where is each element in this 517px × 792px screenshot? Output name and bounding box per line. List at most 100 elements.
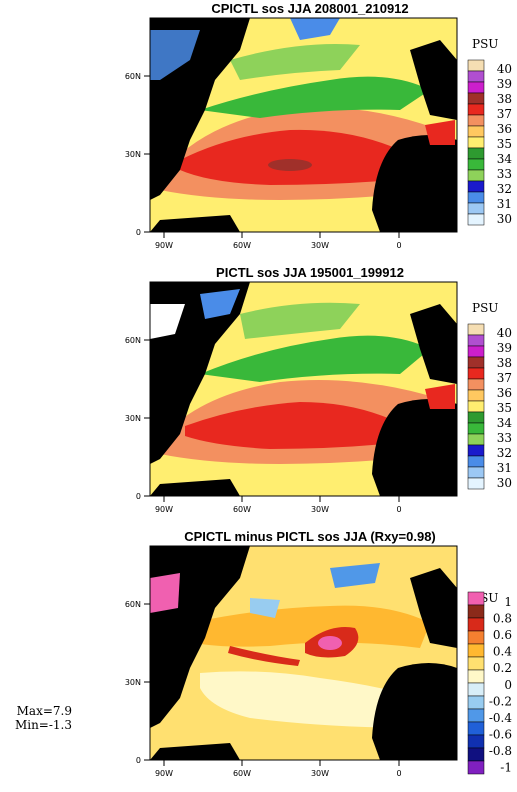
tick-label: 60N — [125, 72, 141, 81]
tick-label: 60W — [233, 769, 251, 778]
colorbar-swatch — [467, 356, 485, 369]
colorbar-label: 32 — [497, 446, 512, 460]
colorbar-swatch — [467, 466, 485, 479]
colorbar: PSU 10.80.60.40.20-0.2-0.4-0.6-0.8-1 — [467, 591, 513, 775]
colorbar-swatch — [467, 477, 485, 490]
map-frame — [149, 281, 458, 497]
colorbar-swatch — [467, 169, 485, 182]
colorbar-label: 34 — [497, 152, 513, 166]
x-axis-ticks: 90W 60W 30W 0 — [155, 232, 402, 250]
tick-label: 30N — [125, 150, 141, 159]
colorbar-swatch — [467, 158, 485, 171]
difference-map: 60N 30N 0 90W 60W 30W 0 PSU 10.80.60.40.… — [125, 545, 513, 778]
colorbar-label: -1 — [500, 761, 512, 775]
colorbar-swatch — [467, 345, 485, 358]
colorbar-swatch — [467, 708, 485, 723]
colorbar-swatch — [467, 760, 485, 775]
tick-label: 30W — [311, 241, 329, 250]
colorbar-label: 0.4 — [493, 645, 512, 659]
colorbar-label: 37 — [497, 107, 512, 121]
panel-title: CPICTL sos JJA 208001_210912 — [211, 1, 409, 16]
tick-label: 60W — [233, 241, 251, 250]
colorbar-swatch — [467, 721, 485, 736]
tick-label: 0 — [136, 228, 141, 237]
colorbar-label: 39 — [497, 77, 512, 91]
y-axis-ticks: 60N 30N 0 — [125, 600, 150, 765]
panel-difference: CPICTL minus PICTL sos JJA (Rxy=0.98) 60… — [0, 528, 517, 792]
colorbar-swatch — [467, 411, 485, 424]
colorbar-label: 0.8 — [493, 612, 512, 626]
colorbar-swatch — [467, 656, 485, 671]
colorbar-unit: PSU — [472, 301, 498, 315]
tick-label: 90W — [155, 505, 173, 514]
colorbar-swatch — [467, 400, 485, 413]
tick-label: 0 — [396, 241, 401, 250]
colorbar-label: 36 — [497, 386, 512, 400]
colorbar-swatch — [467, 747, 485, 762]
max-label: Max=7.9 — [16, 704, 72, 718]
colorbar-label: 1 — [504, 595, 512, 609]
colorbar-label: 30 — [497, 212, 512, 226]
x-axis-ticks: 90W 60W 30W 0 — [155, 496, 402, 514]
colorbar-swatch — [467, 695, 485, 710]
colorbar-label: 33 — [497, 167, 512, 181]
tick-label: 0 — [136, 756, 141, 765]
colorbar-swatch — [467, 103, 485, 116]
colorbar-label: 0.2 — [493, 661, 512, 675]
colorbar-label: 40 — [497, 326, 512, 340]
colorbar-swatch — [467, 70, 485, 83]
tick-label: 90W — [155, 241, 173, 250]
colorbar-swatch — [467, 630, 485, 645]
tick-label: 60N — [125, 336, 141, 345]
colorbar-swatch — [467, 59, 485, 72]
colorbar-swatch — [467, 682, 485, 697]
map-frame — [149, 545, 458, 761]
colorbar-label: 0 — [504, 678, 512, 692]
colorbar-swatch — [467, 92, 485, 105]
colorbar-label: 38 — [497, 92, 512, 106]
panel-title: PICTL sos JJA 195001_199912 — [216, 265, 404, 280]
colorbar-label: 32 — [497, 182, 512, 196]
colorbar-label: -0.4 — [489, 711, 513, 725]
colorbar-swatch — [467, 180, 485, 193]
colorbar-label: 31 — [497, 461, 512, 475]
colorbar-label: 38 — [497, 356, 512, 370]
colorbar-label: 39 — [497, 341, 512, 355]
tick-label: 90W — [155, 769, 173, 778]
colorbar-swatch — [467, 81, 485, 94]
map-frame — [149, 17, 458, 233]
salinity-map: 60N 30N 0 90W 60W 30W 0 PSU 403938373635… — [125, 281, 513, 514]
colorbar-label: 40 — [497, 62, 512, 76]
stats-box: Max=7.9 Min=-1.3 — [4, 704, 72, 732]
colorbar-label: 34 — [497, 416, 513, 430]
colorbar-label: 35 — [497, 137, 512, 151]
colorbar-label: -0.2 — [489, 694, 512, 708]
colorbar-swatch — [467, 125, 485, 138]
colorbar-label: 31 — [497, 197, 512, 211]
tick-label: 30W — [311, 505, 329, 514]
colorbar-swatch — [467, 669, 485, 684]
colorbar-label: 30 — [497, 476, 512, 490]
tick-label: 30N — [125, 678, 141, 687]
colorbar-label: 35 — [497, 401, 512, 415]
tick-label: 0 — [396, 769, 401, 778]
colorbar-swatch — [467, 433, 485, 446]
colorbar-swatch — [467, 334, 485, 347]
colorbar-swatch — [467, 191, 485, 204]
colorbar-swatch — [467, 378, 485, 391]
colorbar-swatch — [467, 422, 485, 435]
y-axis-ticks: 60N 30N 0 — [125, 72, 150, 237]
colorbar-swatch — [467, 147, 485, 160]
colorbar-swatch — [467, 734, 485, 749]
tick-label: 0 — [136, 492, 141, 501]
panel-title: CPICTL minus PICTL sos JJA (Rxy=0.98) — [184, 529, 436, 544]
min-label: Min=-1.3 — [14, 718, 72, 732]
tick-label: 0 — [396, 505, 401, 514]
colorbar-swatch — [467, 617, 485, 632]
tick-label: 30W — [311, 769, 329, 778]
colorbar-swatch — [467, 591, 485, 606]
colorbar-swatch — [467, 202, 485, 215]
colorbar-label: 36 — [497, 122, 512, 136]
